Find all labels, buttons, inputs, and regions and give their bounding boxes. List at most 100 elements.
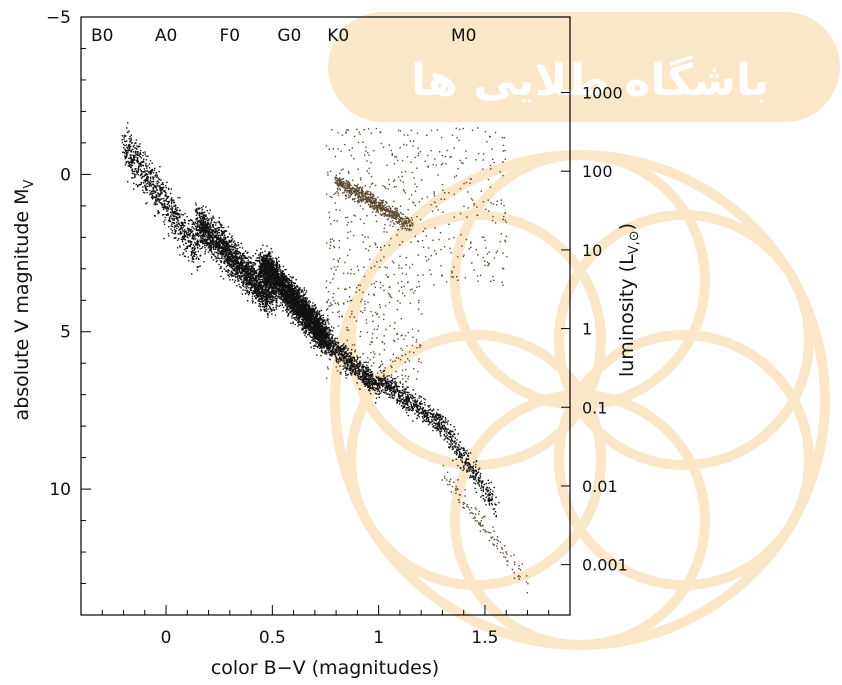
data-point (209, 244, 211, 246)
data-point (206, 219, 209, 222)
data-point (134, 154, 136, 156)
data-point (228, 264, 230, 266)
data-point (268, 291, 270, 293)
data-point (321, 321, 324, 323)
data-point (295, 279, 297, 281)
data-point (215, 231, 217, 233)
data-point (245, 268, 247, 271)
data-point (127, 165, 130, 167)
data-point (324, 326, 326, 328)
data-point (243, 261, 245, 263)
data-point (201, 241, 203, 244)
data-point (234, 250, 237, 253)
data-point (248, 276, 250, 278)
data-point (261, 288, 264, 290)
data-point (274, 297, 276, 300)
data-point (198, 258, 200, 260)
data-point (153, 192, 155, 194)
data-point (267, 296, 270, 298)
data-point (215, 243, 217, 246)
data-point (282, 276, 284, 278)
data-point (154, 214, 156, 217)
data-point (218, 239, 220, 241)
data-point (269, 296, 271, 298)
data-point (196, 229, 198, 231)
data-point (215, 241, 218, 243)
data-point (173, 211, 176, 213)
data-point (223, 262, 225, 264)
data-point (255, 277, 257, 279)
data-point (245, 261, 247, 264)
data-point (135, 147, 137, 150)
data-point (283, 301, 285, 304)
data-point (125, 162, 127, 164)
data-point (148, 163, 151, 165)
data-point (176, 212, 178, 214)
data-point (164, 216, 167, 219)
data-point (247, 263, 249, 266)
data-point (202, 246, 204, 248)
data-point (266, 289, 268, 291)
data-point (253, 269, 255, 271)
data-point (182, 223, 184, 225)
data-point (293, 310, 295, 313)
data-point (210, 221, 212, 223)
data-point (177, 213, 180, 215)
data-point (194, 221, 196, 223)
data-point (240, 279, 243, 281)
data-point (166, 181, 168, 183)
data-point (202, 219, 205, 222)
data-point (147, 180, 149, 183)
data-point (236, 270, 239, 272)
data-point (151, 192, 154, 195)
data-point (150, 178, 152, 180)
data-point (252, 269, 254, 272)
data-point (182, 222, 184, 224)
data-point (173, 233, 175, 235)
data-point (136, 161, 139, 164)
data-point (163, 207, 166, 209)
data-point (232, 279, 234, 281)
data-point (191, 236, 194, 238)
data-point (231, 255, 233, 258)
data-point (259, 271, 261, 273)
data-point (203, 232, 205, 234)
data-point (240, 275, 243, 277)
data-point (246, 291, 248, 294)
data-point (124, 149, 127, 151)
data-point (223, 246, 225, 248)
data-point (286, 307, 289, 309)
data-point (263, 305, 265, 307)
data-point (220, 224, 223, 227)
data-point (190, 219, 192, 221)
data-point (189, 235, 191, 237)
data-point (201, 240, 203, 243)
data-point (212, 246, 215, 249)
data-point (206, 230, 209, 233)
data-point (247, 287, 250, 289)
data-point (276, 292, 278, 294)
data-point (267, 275, 270, 277)
data-point (208, 232, 210, 235)
data-point (200, 226, 202, 228)
data-point (280, 270, 282, 273)
data-point (247, 267, 249, 269)
data-point (243, 273, 245, 275)
data-point (229, 259, 231, 261)
data-point (164, 190, 166, 192)
data-point (242, 285, 245, 287)
data-point (218, 220, 220, 223)
data-point (237, 275, 239, 277)
data-point (177, 233, 179, 235)
data-point (150, 196, 153, 199)
data-point (304, 301, 306, 303)
data-point (257, 278, 260, 280)
data-point (252, 262, 255, 264)
data-point (239, 254, 241, 256)
data-point (239, 246, 241, 249)
data-point (217, 235, 220, 237)
data-point (130, 177, 133, 179)
data-point (234, 279, 237, 282)
data-point (141, 172, 143, 175)
data-point (327, 319, 329, 321)
